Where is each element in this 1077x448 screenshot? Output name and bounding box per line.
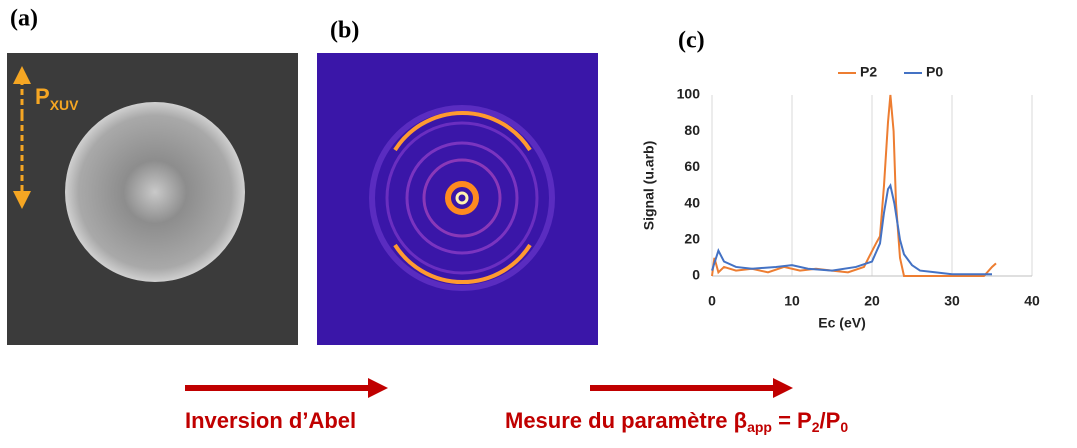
x-axis-label: Ec (eV) (818, 315, 865, 331)
caption-part: 0 (840, 419, 848, 435)
panel-label: (b) (330, 18, 359, 44)
x-tick-label: 0 (708, 293, 716, 309)
text: XUV (50, 97, 79, 113)
arrowhead (773, 378, 793, 398)
panel-label: (c) (678, 28, 705, 54)
text: P (35, 84, 50, 109)
y-tick-label: 20 (684, 231, 700, 247)
y-tick-label: 60 (684, 158, 700, 174)
arrowhead (368, 378, 388, 398)
rings (369, 105, 555, 291)
caption-part: = P (772, 408, 812, 433)
x-tick-label: 10 (784, 293, 800, 309)
captions: Inversion d’Abel Mesure du paramètre βapp… (185, 408, 848, 435)
caption-part: app (747, 419, 772, 435)
polarization-label: PXUV (35, 84, 79, 113)
y-tick-label: 0 (692, 267, 700, 283)
series-line (711, 182, 992, 276)
chart: 0 20 40 60 80 100 0 10 20 30 40 Ec (eV) Signal (u.ar… (641, 64, 1040, 331)
x-tick-label: 30 (944, 293, 960, 309)
legend-label: P2 (860, 64, 877, 80)
sphere (65, 102, 245, 282)
series-line (711, 94, 997, 277)
legend-label: P0 (926, 64, 943, 80)
panel-label: (a) (10, 6, 38, 32)
caption-part: /P (820, 408, 841, 433)
caption: Inversion d’Abel (185, 408, 356, 433)
caption-part: 2 (812, 419, 820, 435)
y-tick-label: 100 (677, 86, 701, 102)
y-tick-label: 80 (684, 122, 700, 138)
y-axis-label: Signal (u.arb) (641, 141, 657, 230)
caption-part: Inversion d’Abel (185, 408, 356, 433)
caption: Mesure du paramètre βapp = P2/P0 (505, 408, 848, 435)
y-tick-label: 40 (684, 194, 700, 210)
caption-part: Mesure du paramètre β (505, 408, 747, 433)
x-tick-label: 40 (1024, 293, 1040, 309)
x-tick-label: 20 (864, 293, 880, 309)
